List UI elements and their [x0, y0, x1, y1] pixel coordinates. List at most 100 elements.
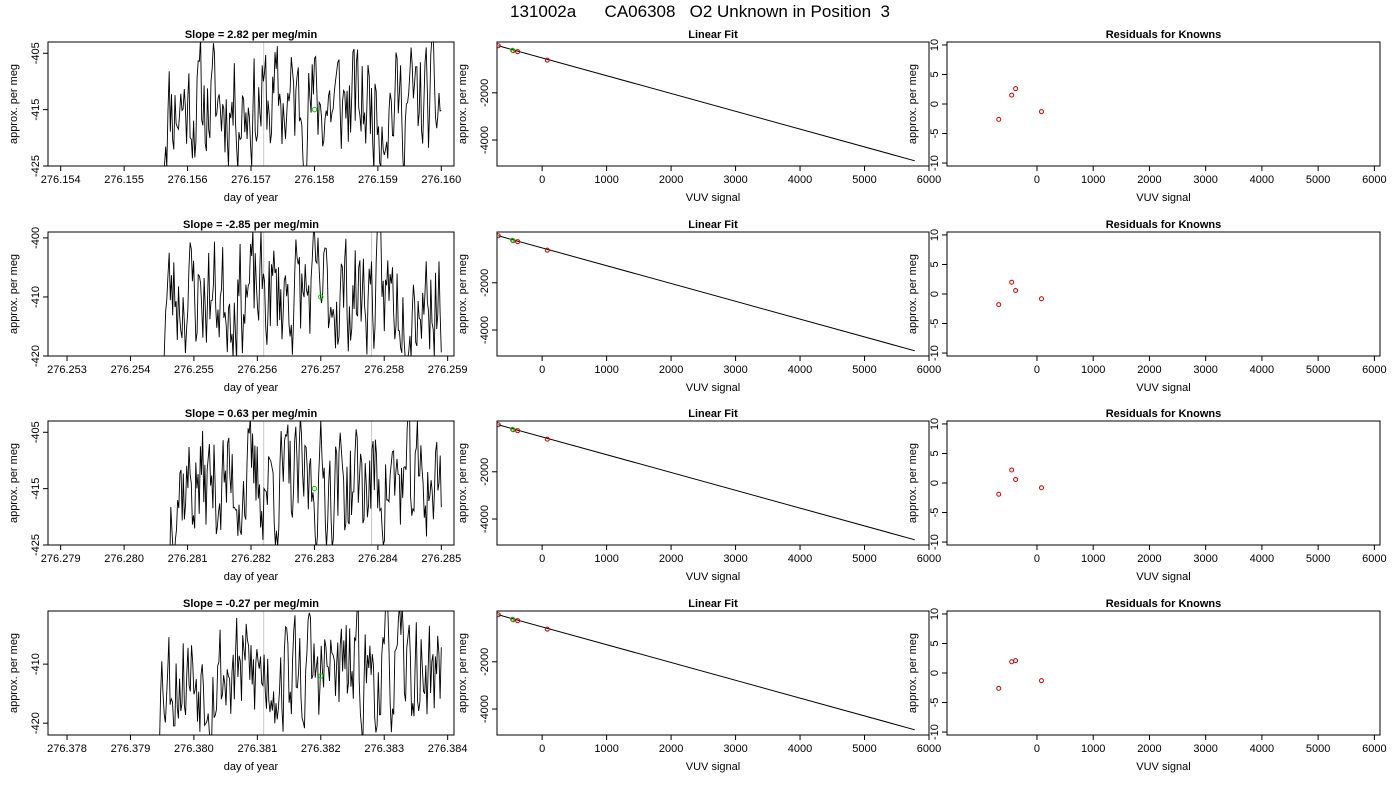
- plot-area: [996, 279, 1044, 308]
- x-tick-label: 4000: [1250, 174, 1274, 186]
- panel-linear-fit-row-3: Linear Fit 0 1000 2000 3000 4000 5000 6000 -2000…: [457, 408, 941, 583]
- y-tick-label: 5: [929, 71, 941, 77]
- y-tick-label: -4000: [479, 126, 491, 154]
- panel-title: Linear Fit: [688, 598, 738, 610]
- unknown-sample-point: [311, 106, 318, 113]
- y-tick-label: 10: [929, 608, 941, 620]
- y-tick-label: 10: [929, 418, 941, 430]
- residual-point: [1009, 92, 1015, 98]
- residual-point: [1013, 476, 1019, 482]
- residual-point: [1038, 109, 1044, 115]
- y-tick-label: -2000: [479, 648, 491, 676]
- known-standard-point: [515, 428, 521, 434]
- x-tick-label: 276.255: [174, 364, 214, 376]
- y-tick-label: -10: [929, 155, 941, 171]
- plot-frame: [496, 41, 930, 167]
- y-tick-label: -410: [30, 653, 42, 675]
- y-tick-label: -2000: [479, 269, 491, 297]
- unknown-sample-point: [311, 485, 318, 492]
- x-tick-label: 6000: [917, 364, 941, 376]
- x-tick-label: 6000: [917, 174, 941, 186]
- x-tick-label: 276.285: [421, 553, 461, 565]
- y-tick-label: -405: [30, 421, 42, 443]
- y-tick-label: -5: [929, 698, 941, 708]
- y-tick-label: -415: [30, 478, 42, 500]
- plot-frame: [946, 41, 1381, 167]
- y-tick-label: -420: [30, 345, 42, 367]
- x-tick-label: 5000: [852, 743, 876, 755]
- unknown-sample-point: [318, 673, 324, 679]
- plot-area: [163, 232, 442, 356]
- panel-title: Linear Fit: [688, 408, 738, 420]
- known-standard-point: [515, 49, 521, 55]
- x-tick-label: 4000: [1250, 364, 1274, 376]
- residual-point: [1009, 467, 1015, 473]
- fit-line: [498, 614, 915, 731]
- x-tick-label: 2000: [1137, 743, 1161, 755]
- residual-point: [1013, 287, 1019, 293]
- x-tick-label: 4000: [788, 364, 812, 376]
- x-tick-label: 3000: [1193, 364, 1217, 376]
- plot-area: [996, 467, 1044, 497]
- x-tick-label: 276.155: [104, 174, 144, 186]
- x-axis-label: VUV signal: [686, 761, 740, 773]
- y-tick-label: -425: [30, 155, 42, 177]
- plot-area: [169, 421, 442, 545]
- x-tick-label: 6000: [1362, 174, 1386, 186]
- y-axis-label: approx. per meg: [457, 254, 469, 334]
- y-tick-label: -5: [929, 508, 941, 518]
- plot-area: [497, 612, 915, 731]
- x-tick-label: 6000: [917, 743, 941, 755]
- y-tick-label: -4000: [479, 695, 491, 723]
- y-axis-label: approx. per meg: [907, 633, 919, 713]
- y-tick-label: -4000: [479, 316, 491, 344]
- y-tick-label: -400: [30, 227, 42, 249]
- plot-frame: [496, 231, 930, 357]
- x-axis-label: day of year: [224, 382, 279, 394]
- x-tick-label: 1000: [594, 743, 618, 755]
- known-standard-point: [497, 233, 501, 239]
- x-tick-label: 5000: [852, 174, 876, 186]
- y-tick-label: 0: [929, 101, 941, 107]
- panel-time-series-row-3: Slope = 0.63 per meg/min 276.279 276.280 27…: [8, 408, 461, 583]
- y-tick-label: -10: [929, 345, 941, 361]
- x-tick-label: 5000: [1306, 743, 1330, 755]
- x-tick-label: 276.157: [231, 174, 271, 186]
- plot-area: [159, 611, 442, 735]
- plot-area: [996, 658, 1044, 691]
- x-tick-label: 276.379: [111, 743, 151, 755]
- x-tick-label: 6000: [917, 553, 941, 565]
- y-tick-label: 10: [929, 39, 941, 51]
- residual-point: [1038, 485, 1044, 491]
- x-tick-label: 0: [1034, 553, 1040, 565]
- x-tick-label: 276.284: [358, 553, 398, 565]
- x-tick-label: 5000: [852, 364, 876, 376]
- panel-title: Residuals for Knowns: [1106, 219, 1222, 231]
- y-axis-label: approx. per meg: [907, 254, 919, 334]
- x-tick-label: 276.382: [301, 743, 341, 755]
- known-standard-point: [497, 422, 501, 428]
- x-tick-label: 5000: [852, 553, 876, 565]
- residual-point: [1038, 296, 1044, 302]
- panel-linear-fit-row-1: Linear Fit 0 1000 2000 3000 4000 5000 6000 -2000…: [457, 29, 941, 204]
- x-tick-label: 276.258: [364, 364, 404, 376]
- x-tick-label: 276.384: [428, 743, 468, 755]
- x-tick-label: 2000: [659, 364, 683, 376]
- unknown-sample-point: [509, 426, 515, 432]
- x-axis-label: day of year: [224, 761, 279, 773]
- x-tick-label: 0: [539, 743, 545, 755]
- x-tick-label: 0: [1034, 364, 1040, 376]
- x-tick-label: 4000: [1250, 743, 1274, 755]
- residual-point: [1009, 279, 1015, 285]
- x-tick-label: 276.283: [295, 553, 335, 565]
- x-tick-label: 5000: [1306, 553, 1330, 565]
- x-tick-label: 276.259: [428, 364, 468, 376]
- plot-frame: [47, 231, 455, 357]
- x-tick-label: 276.254: [111, 364, 151, 376]
- x-tick-label: 3000: [1193, 553, 1217, 565]
- x-axis-label: VUV signal: [1136, 382, 1190, 394]
- x-tick-label: 4000: [788, 553, 812, 565]
- x-tick-label: 3000: [1193, 174, 1217, 186]
- panel-title: Residuals for Knowns: [1106, 598, 1222, 610]
